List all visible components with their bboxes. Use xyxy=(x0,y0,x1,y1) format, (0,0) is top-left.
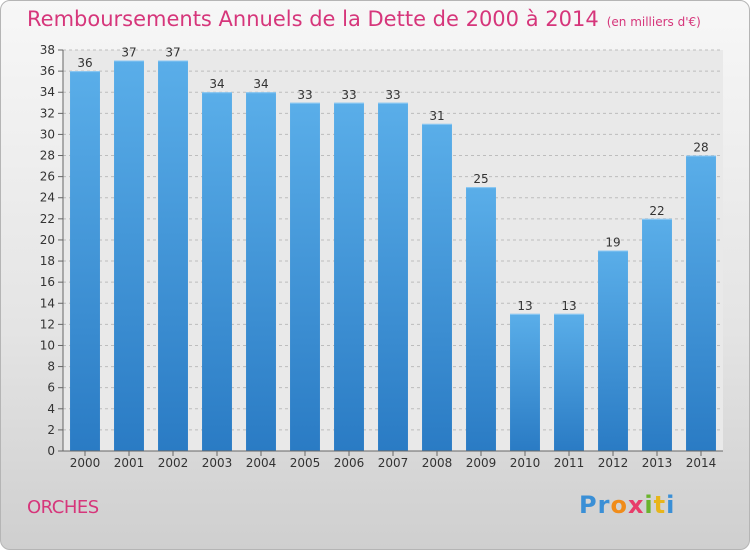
bar xyxy=(158,60,188,451)
bar-value-label: 33 xyxy=(385,88,400,102)
bar xyxy=(290,102,320,452)
bar xyxy=(466,187,496,451)
bar-value-label: 36 xyxy=(77,56,92,70)
x-tick-label: 2004 xyxy=(246,456,277,470)
bar xyxy=(334,102,364,452)
chart-subtitle: (en milliers d'€) xyxy=(606,15,701,29)
bar-value-label: 19 xyxy=(605,236,620,250)
y-tick-label: 38 xyxy=(40,43,55,57)
y-tick-label: 4 xyxy=(47,402,55,416)
x-tick-label: 2001 xyxy=(114,456,145,470)
logo-letter: i xyxy=(666,491,676,519)
x-tick-label: 2014 xyxy=(686,456,717,470)
y-tick-label: 2 xyxy=(47,423,55,437)
bar-value-label: 25 xyxy=(473,172,488,186)
bar xyxy=(598,250,628,451)
y-tick-label: 18 xyxy=(40,254,55,268)
bar-value-label: 33 xyxy=(341,88,356,102)
chart-title: Remboursements Annuels de la Dette de 20… xyxy=(27,7,701,31)
x-tick-label: 2008 xyxy=(422,456,453,470)
bar xyxy=(246,92,276,452)
x-tick-label: 2013 xyxy=(642,456,673,470)
bar-value-label: 37 xyxy=(121,46,136,60)
bar xyxy=(642,218,672,451)
bar-value-label: 34 xyxy=(209,77,224,91)
bar xyxy=(686,155,716,452)
bar xyxy=(70,71,100,452)
logo-letter: o xyxy=(610,491,628,519)
y-tick-label: 30 xyxy=(40,127,55,141)
logo-letter: t xyxy=(653,491,667,519)
logo-letter: r xyxy=(597,491,611,519)
x-tick-label: 2012 xyxy=(598,456,629,470)
logo-letter: i xyxy=(644,491,654,519)
y-tick-label: 32 xyxy=(40,106,55,120)
x-tick-label: 2010 xyxy=(510,456,541,470)
x-tick-label: 2011 xyxy=(554,456,585,470)
bar xyxy=(114,60,144,451)
bar-value-label: 13 xyxy=(517,299,532,313)
x-tick-label: 2005 xyxy=(290,456,321,470)
x-tick-label: 2000 xyxy=(70,456,101,470)
commune-name: ORCHES xyxy=(27,497,99,518)
y-tick-label: 10 xyxy=(40,338,55,352)
y-tick-label: 26 xyxy=(40,170,55,184)
y-tick-label: 16 xyxy=(40,275,55,289)
proxiti-logo: Proxiti xyxy=(579,491,675,519)
y-tick-label: 34 xyxy=(40,85,55,99)
x-tick-label: 2003 xyxy=(202,456,233,470)
logo-letter: P xyxy=(579,491,598,519)
y-tick-label: 36 xyxy=(40,64,55,78)
bar-value-label: 33 xyxy=(297,88,312,102)
bar xyxy=(422,123,452,452)
bar-value-label: 34 xyxy=(253,77,268,91)
bar-value-label: 28 xyxy=(693,141,708,155)
bar-value-label: 22 xyxy=(649,204,664,218)
logo-letter: x xyxy=(627,491,645,519)
x-tick-label: 2007 xyxy=(378,456,409,470)
y-tick-label: 14 xyxy=(40,296,55,310)
bar-value-label: 13 xyxy=(561,299,576,313)
x-tick-label: 2002 xyxy=(158,456,189,470)
bar-value-label: 37 xyxy=(165,46,180,60)
x-tick-label: 2009 xyxy=(466,456,497,470)
y-tick-label: 28 xyxy=(40,149,55,163)
y-tick-label: 20 xyxy=(40,233,55,247)
bar xyxy=(202,92,232,452)
bar xyxy=(378,102,408,452)
y-tick-label: 12 xyxy=(40,317,55,331)
x-tick-label: 2006 xyxy=(334,456,365,470)
bar xyxy=(510,313,540,451)
bar xyxy=(554,313,584,451)
y-tick-label: 0 xyxy=(47,444,55,458)
y-tick-label: 22 xyxy=(40,212,55,226)
y-tick-label: 8 xyxy=(47,360,55,374)
bar-value-label: 31 xyxy=(429,109,444,123)
y-tick-label: 6 xyxy=(47,381,55,395)
y-tick-label: 24 xyxy=(40,191,55,205)
